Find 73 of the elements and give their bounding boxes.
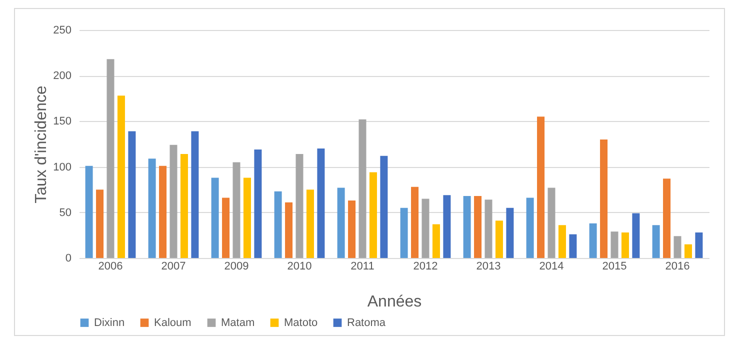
bar [117,96,125,258]
bar [474,196,482,258]
y-tick-label: 50 [59,206,72,219]
bar [191,131,199,258]
bar [369,172,377,258]
bar [285,202,293,258]
bar [348,200,356,258]
bar [148,158,156,258]
bar [180,154,188,258]
legend-label: Ratoma [347,316,386,329]
bar [254,149,262,258]
bar [632,213,640,258]
x-tick-label: 2011 [350,260,374,272]
x-tick-label: 2014 [539,260,564,272]
bar [652,225,660,258]
bar [684,244,692,258]
bar [159,166,167,258]
bar [463,196,471,258]
bar [296,154,304,258]
bar [411,186,419,258]
bar [432,224,440,258]
x-tick-label: 2016 [665,260,690,272]
bar [358,119,366,258]
x-tick-label: 2007 [161,260,186,272]
y-tick-label: 150 [53,116,72,128]
y-tick-label: 0 [65,252,72,264]
bar [422,198,430,258]
bar [443,195,451,258]
bar [506,208,514,258]
bar [548,188,556,258]
bar [526,198,534,258]
bar [232,162,240,258]
bar [85,166,93,258]
bar [537,116,545,258]
bar [558,225,566,258]
legend-label: Matam [221,316,255,329]
y-tick-label: 200 [53,70,72,82]
x-tick-label: 2006 [98,260,123,272]
bar [222,198,230,258]
bar [243,178,251,258]
bar [600,139,608,258]
x-tick-label: 2009 [224,260,249,272]
bar [96,190,104,258]
x-axis-title: Années [367,294,422,310]
bar [337,188,345,258]
bar [400,208,408,258]
legend-label: Dixinn [94,316,125,329]
bar [674,236,682,258]
legend-label: Kaloum [154,316,192,329]
x-tick-label: 2012 [413,260,438,272]
y-tick-label: 250 [53,24,72,36]
x-tick-label: 2013 [476,260,501,272]
bar [211,178,219,258]
bar [128,131,136,258]
y-axis-title: Taux d'incidence [33,86,50,204]
bar [610,232,618,258]
legend-label: Matoto [284,316,318,329]
bar [695,232,703,258]
bar [621,232,629,258]
y-tick-label: 100 [53,161,72,174]
x-tick-label: 2010 [287,260,312,272]
bar [274,191,282,258]
bar [495,220,503,258]
bar [106,59,114,258]
x-tick-label: 2015 [602,260,627,272]
bar [380,156,388,258]
bar [589,223,597,258]
bar [484,200,492,258]
bar [663,178,671,258]
bar [306,190,314,258]
bar [317,148,325,258]
bar [170,144,178,258]
bar [569,234,577,258]
